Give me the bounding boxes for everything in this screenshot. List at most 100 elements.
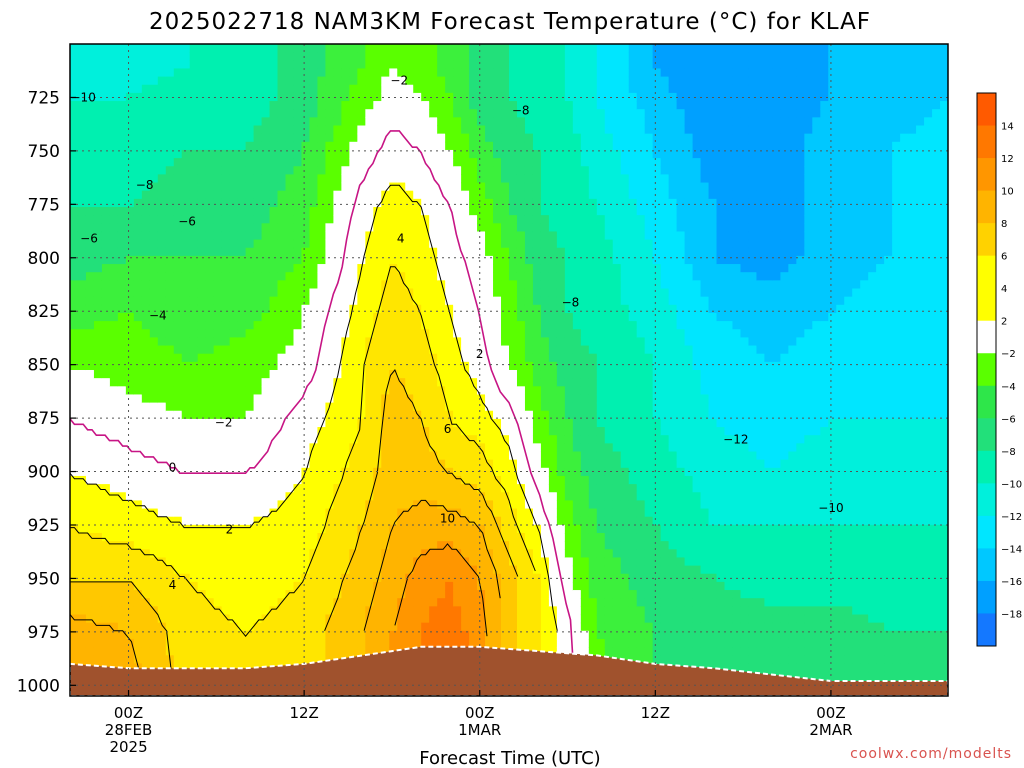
temperature-cell	[469, 321, 478, 330]
temperature-cell	[221, 361, 231, 371]
temperature-cell	[157, 508, 167, 518]
temperature-cell	[357, 312, 366, 322]
temperature-cell	[429, 427, 438, 436]
temperature-cell	[349, 410, 358, 420]
temperature-cell	[285, 492, 295, 501]
temperature-cell	[157, 231, 167, 241]
temperature-cell	[285, 215, 295, 224]
temperature-cell	[77, 76, 87, 86]
temperature-cell	[556, 321, 566, 330]
temperature-cell	[261, 549, 271, 559]
temperature-cell	[333, 361, 342, 371]
temperature-cell	[429, 410, 438, 420]
temperature-cell	[532, 264, 542, 273]
temperature-cell	[317, 427, 327, 436]
temperature-cell	[173, 223, 183, 233]
temperature-cell	[253, 312, 263, 322]
temperature-cell	[540, 296, 550, 306]
temperature-cell	[261, 76, 271, 86]
temperature-cell	[389, 443, 398, 453]
temperature-cell	[285, 288, 295, 298]
temperature-cell	[501, 84, 510, 94]
temperature-cell	[397, 68, 406, 78]
temperature-cell	[109, 198, 119, 208]
temperature-cell	[77, 247, 87, 257]
temperature-cell	[445, 630, 454, 640]
temperature-cell	[285, 361, 295, 371]
temperature-cell	[173, 647, 183, 656]
temperature-cell	[93, 492, 103, 501]
temperature-cell	[524, 255, 534, 265]
temperature-cell	[333, 378, 342, 387]
temperature-cell	[477, 638, 486, 648]
temperature-cell	[429, 524, 438, 534]
temperature-cell	[365, 394, 374, 404]
temperature-cell	[413, 508, 422, 518]
temperature-cell	[540, 231, 550, 241]
temperature-cell	[548, 304, 558, 314]
temperature-cell	[373, 337, 382, 347]
temperature-cell	[397, 101, 406, 110]
temperature-cell	[349, 459, 358, 469]
temperature-cell	[157, 68, 167, 78]
temperature-cell	[70, 590, 79, 599]
temperature-cell	[365, 166, 374, 175]
temperature-cell	[389, 402, 398, 412]
temperature-cell	[509, 638, 518, 648]
temperature-cell	[229, 622, 239, 632]
temperature-cell	[453, 500, 462, 510]
temperature-cell	[445, 402, 454, 412]
temperature-cell	[309, 630, 319, 640]
temperature-cell	[509, 125, 518, 135]
temperature-cell	[109, 149, 119, 159]
temperature-cell	[413, 296, 422, 306]
temperature-cell	[253, 166, 263, 175]
temperature-cell	[445, 125, 454, 135]
temperature-cell	[229, 475, 239, 485]
temperature-cell	[373, 435, 382, 444]
temperature-cell	[77, 280, 87, 290]
temperature-cell	[357, 190, 366, 200]
temperature-cell	[261, 345, 271, 355]
temperature-cell	[461, 590, 470, 599]
temperature-cell	[221, 394, 231, 404]
temperature-cell	[285, 418, 295, 428]
temperature-cell	[173, 44, 183, 53]
temperature-cell	[373, 630, 382, 640]
temperature-cell	[157, 141, 167, 151]
temperature-cell	[341, 549, 350, 559]
temperature-cell	[493, 312, 502, 322]
temperature-cell	[317, 443, 327, 453]
temperature-cell	[373, 549, 382, 559]
temperature-cell	[85, 541, 95, 550]
temperature-cell	[229, 44, 239, 53]
temperature-cell	[293, 288, 303, 298]
temperature-cell	[301, 451, 311, 461]
temperature-cell	[173, 459, 183, 469]
temperature-cell	[237, 44, 247, 53]
temperature-cell	[373, 272, 382, 281]
temperature-cell	[349, 508, 358, 518]
temperature-cell	[501, 435, 510, 444]
temperature-cell	[397, 133, 406, 143]
temperature-cell	[516, 239, 526, 249]
temperature-cell	[317, 500, 327, 510]
temperature-cell	[524, 435, 534, 444]
temperature-cell	[221, 101, 231, 110]
temperature-cell	[461, 149, 470, 159]
temperature-cell	[524, 296, 534, 306]
temperature-cell	[532, 117, 542, 127]
temperature-cell	[101, 207, 111, 216]
temperature-cell	[493, 443, 502, 453]
temperature-cell	[493, 590, 502, 599]
temperature-cell	[141, 76, 151, 86]
temperature-cell	[381, 590, 390, 599]
temperature-cell	[405, 304, 414, 314]
temperature-cell	[205, 182, 215, 192]
temperature-cell	[325, 565, 334, 575]
temperature-cell	[181, 378, 191, 387]
temperature-cell	[93, 541, 103, 550]
temperature-cell	[461, 386, 470, 396]
temperature-cell	[325, 410, 334, 420]
temperature-cell	[117, 247, 127, 257]
